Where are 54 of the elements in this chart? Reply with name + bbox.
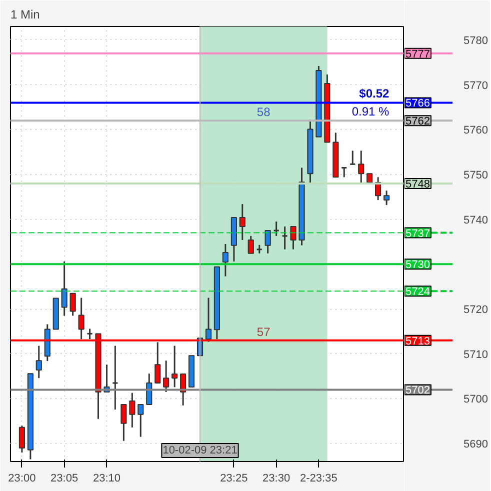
y-tick-label: 5780 [464,34,488,47]
candlestick [138,404,144,438]
annotation: $0.52 [359,86,390,101]
candlestick [340,167,348,178]
candlestick [349,150,356,165]
candlestick [61,260,68,317]
ref-line-label: 5737 [406,228,430,240]
ref-line-label: 5766 [406,98,430,110]
x-tick-label: 23:00 [8,472,36,484]
y-tick-label: 5690 [464,438,488,451]
ref-line-label: 5702 [406,384,430,397]
candlestick [384,190,390,206]
candlestick [205,297,212,343]
annotation: 0.91 % [352,104,390,119]
candlestick [86,328,94,340]
y-tick-label: 5770 [464,80,488,92]
candlestick [129,392,136,428]
candlestick [36,345,42,379]
ref-line-label: 5777 [406,48,430,60]
candlestick [112,345,118,410]
candlestick [146,372,152,406]
ref-line-label: 5730 [406,259,430,272]
candlestick [358,150,364,184]
candlestick [163,360,170,393]
candlestick [264,230,271,254]
candlestick [248,235,254,254]
chart-title: 1 Min [10,8,40,22]
candlestick [70,292,76,317]
candlestick [290,226,296,250]
x-tick-label: 23:05 [50,472,78,484]
candlestick [273,220,280,237]
candlestick [282,226,288,250]
y-tick-label: 5760 [464,124,488,137]
ref-line-label: 5713 [406,335,430,348]
annotation: 57 [256,324,271,339]
ref-line-label: 5748 [406,178,430,190]
annotation: 58 [256,105,271,120]
x-tick-label: 23:25 [220,472,248,484]
ref-line-label: 5724 [406,286,430,298]
x-tick-label: 23:10 [92,472,121,484]
ref-line-label: 5762 [406,116,430,128]
candlestick [222,243,228,278]
y-tick-label: 5720 [464,304,488,316]
y-tick-label: 5740 [464,214,488,226]
ref-line-label: 10-02-09 23:21 [162,444,238,456]
y-tick-label: 5710 [464,348,488,361]
x-tick-label: 23:30 [262,472,290,484]
candlestick [239,203,246,241]
candlestick [18,424,25,454]
candlestick [172,345,178,388]
x-tick-label: 2-23:35 [300,472,338,484]
y-tick-label: 5750 [464,169,488,182]
candlestick [120,404,127,442]
y-tick-label: 5700 [464,394,488,406]
